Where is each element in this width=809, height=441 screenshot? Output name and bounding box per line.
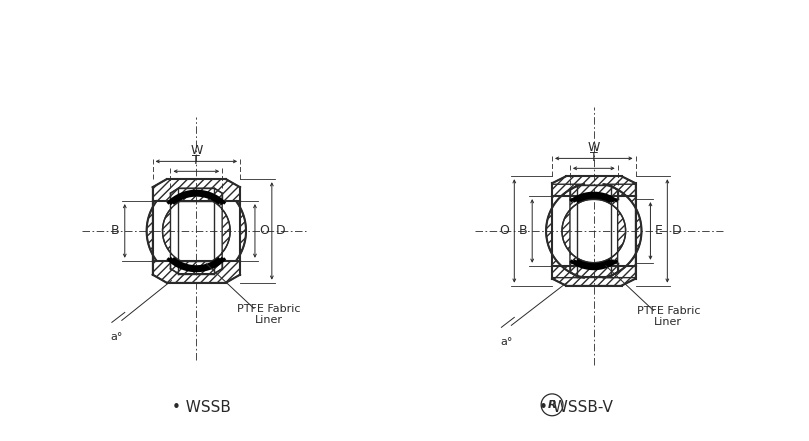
Polygon shape xyxy=(153,261,240,283)
Polygon shape xyxy=(236,201,246,261)
Polygon shape xyxy=(546,184,584,278)
Text: Liner: Liner xyxy=(654,318,682,327)
Polygon shape xyxy=(146,201,157,261)
Text: a°: a° xyxy=(111,332,123,342)
Text: T: T xyxy=(193,154,200,167)
Text: B: B xyxy=(519,224,527,237)
Text: R: R xyxy=(548,400,557,410)
Polygon shape xyxy=(153,179,240,201)
Polygon shape xyxy=(171,261,222,274)
Text: Liner: Liner xyxy=(255,315,283,325)
Text: D: D xyxy=(276,224,286,237)
Text: W: W xyxy=(587,142,600,154)
Text: W: W xyxy=(190,144,202,157)
Polygon shape xyxy=(604,184,642,278)
Text: • WSSB-V: • WSSB-V xyxy=(539,400,613,415)
Polygon shape xyxy=(562,199,594,263)
Text: O: O xyxy=(499,224,510,237)
Polygon shape xyxy=(163,201,180,261)
Polygon shape xyxy=(570,263,617,277)
Polygon shape xyxy=(171,188,222,201)
Text: PTFE Fabric: PTFE Fabric xyxy=(637,306,700,316)
Polygon shape xyxy=(594,199,625,263)
Text: D: D xyxy=(671,224,681,237)
Text: T: T xyxy=(590,151,598,164)
Text: PTFE Fabric: PTFE Fabric xyxy=(237,304,301,314)
Text: a°: a° xyxy=(500,337,513,347)
Polygon shape xyxy=(212,201,230,261)
Text: B: B xyxy=(111,224,120,237)
Text: E: E xyxy=(654,224,663,237)
Text: O: O xyxy=(259,224,269,237)
Text: • WSSB: • WSSB xyxy=(172,400,231,415)
Polygon shape xyxy=(570,185,617,199)
Polygon shape xyxy=(552,266,636,286)
Polygon shape xyxy=(552,176,636,196)
